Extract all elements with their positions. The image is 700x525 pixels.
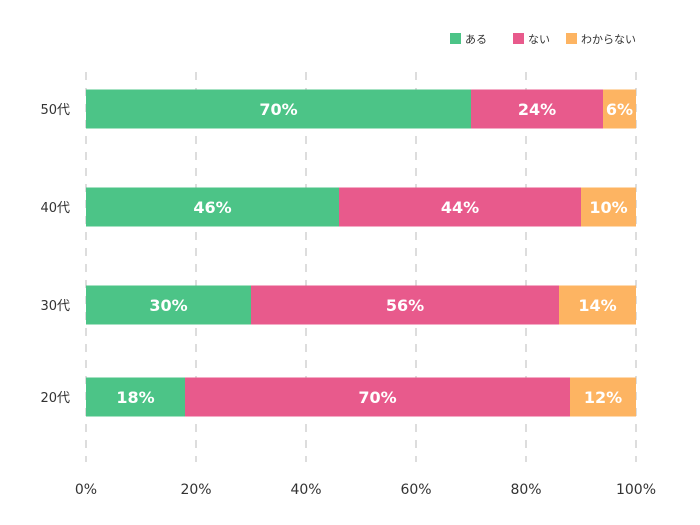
bar-segment	[570, 377, 636, 417]
bar-segment	[251, 285, 559, 325]
x-tick-label: 100%	[616, 482, 656, 498]
value-labels: 70% 24% 6% 46% 44% 10% 30% 56% 14% 18% 70% 12%	[116, 100, 633, 407]
legend-label: わからない	[581, 33, 636, 46]
bars	[86, 89, 636, 417]
value-label: 18%	[116, 388, 154, 407]
x-tick-label: 80%	[510, 482, 541, 498]
value-label: 24%	[518, 100, 556, 119]
value-label: 30%	[149, 296, 187, 315]
category-label: 30代	[40, 299, 70, 314]
x-tick-label: 60%	[400, 482, 431, 498]
value-label: 44%	[441, 198, 479, 217]
legend-label: ない	[528, 33, 550, 46]
bar-segment	[86, 187, 339, 227]
bar-segment	[471, 89, 603, 129]
value-label: 10%	[589, 198, 627, 217]
value-label: 56%	[386, 296, 424, 315]
legend-swatch	[566, 33, 577, 44]
legend-swatch	[450, 33, 461, 44]
legend: ある ない わからない	[450, 33, 636, 46]
value-label: 70%	[358, 388, 396, 407]
bar-segment	[86, 377, 185, 417]
value-label: 70%	[259, 100, 297, 119]
bar-segment	[603, 89, 636, 129]
category-label: 50代	[40, 103, 70, 118]
category-label: 40代	[40, 201, 70, 216]
bar-segment	[339, 187, 581, 227]
legend-swatch	[513, 33, 524, 44]
legend-label: ある	[465, 33, 487, 46]
category-label: 20代	[40, 391, 70, 406]
bar-segment	[86, 89, 471, 129]
axes: 50代 40代 30代 20代 0% 20% 40% 60% 80% 100%	[40, 103, 656, 498]
bar-segment	[581, 187, 636, 227]
x-tick-label: 20%	[180, 482, 211, 498]
bar-segment	[185, 377, 570, 417]
value-label: 12%	[584, 388, 622, 407]
x-tick-label: 40%	[290, 482, 321, 498]
value-label: 6%	[606, 100, 633, 119]
value-label: 46%	[193, 198, 231, 217]
bar-segment	[559, 285, 636, 325]
bar-segment	[86, 285, 251, 325]
value-label: 14%	[578, 296, 616, 315]
x-tick-label: 0%	[75, 482, 97, 498]
